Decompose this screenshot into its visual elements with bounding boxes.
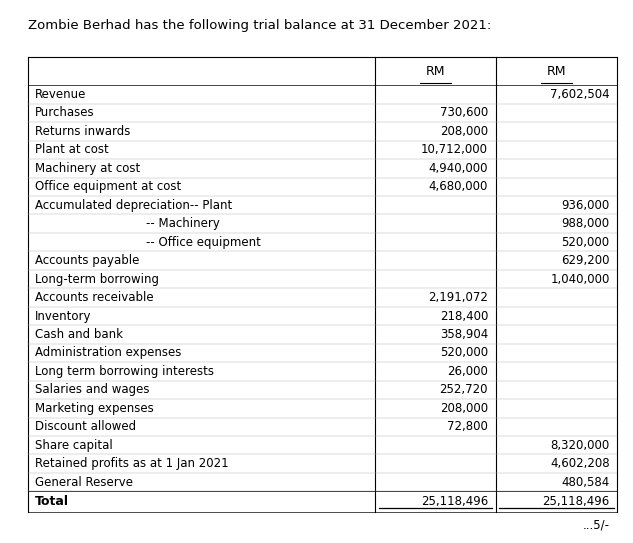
Text: 208,000: 208,000 <box>440 402 488 415</box>
Text: Accounts receivable: Accounts receivable <box>35 291 153 304</box>
Text: 730,600: 730,600 <box>440 106 488 119</box>
Text: Inventory: Inventory <box>35 310 91 323</box>
Text: Returns inwards: Returns inwards <box>35 125 130 138</box>
Text: Long-term borrowing: Long-term borrowing <box>35 273 159 286</box>
Text: 480,584: 480,584 <box>561 476 610 489</box>
Text: Plant at cost: Plant at cost <box>35 143 109 156</box>
Text: 72,800: 72,800 <box>447 420 488 433</box>
Text: 358,904: 358,904 <box>440 328 488 341</box>
Text: 25,118,496: 25,118,496 <box>421 495 488 508</box>
Text: Retained profits as at 1 Jan 2021: Retained profits as at 1 Jan 2021 <box>35 457 229 470</box>
Text: 8,320,000: 8,320,000 <box>550 439 610 452</box>
Text: 10,712,000: 10,712,000 <box>421 143 488 156</box>
Text: 629,200: 629,200 <box>561 254 610 267</box>
Text: RM: RM <box>426 65 445 78</box>
Text: Cash and bank: Cash and bank <box>35 328 123 341</box>
Text: 25,118,496: 25,118,496 <box>542 495 610 508</box>
Text: Administration expenses: Administration expenses <box>35 346 181 359</box>
Text: Salaries and wages: Salaries and wages <box>35 383 149 396</box>
Text: 1,040,000: 1,040,000 <box>550 273 610 286</box>
Text: Long term borrowing interests: Long term borrowing interests <box>35 365 214 378</box>
Text: Revenue: Revenue <box>35 88 86 101</box>
Text: 7,602,504: 7,602,504 <box>550 88 610 101</box>
Text: -- Office equipment: -- Office equipment <box>146 236 260 249</box>
Text: Discount allowed: Discount allowed <box>35 420 136 433</box>
Text: 252,720: 252,720 <box>439 383 488 396</box>
Text: 4,940,000: 4,940,000 <box>429 162 488 175</box>
Text: 936,000: 936,000 <box>561 199 610 212</box>
Text: Marketing expenses: Marketing expenses <box>35 402 154 415</box>
Text: 2,191,072: 2,191,072 <box>428 291 488 304</box>
Text: 26,000: 26,000 <box>447 365 488 378</box>
Text: Share capital: Share capital <box>35 439 113 452</box>
Text: 218,400: 218,400 <box>440 310 488 323</box>
Text: 4,680,000: 4,680,000 <box>429 180 488 193</box>
Text: 208,000: 208,000 <box>440 125 488 138</box>
Text: Purchases: Purchases <box>35 106 94 119</box>
Text: Total: Total <box>35 495 69 508</box>
Text: Zombie Berhad has the following trial balance at 31 December 2021:: Zombie Berhad has the following trial ba… <box>28 19 492 32</box>
Text: Accumulated depreciation-- Plant: Accumulated depreciation-- Plant <box>35 199 232 212</box>
Text: Accounts payable: Accounts payable <box>35 254 139 267</box>
Text: -- Machinery: -- Machinery <box>146 217 220 230</box>
Text: Machinery at cost: Machinery at cost <box>35 162 140 175</box>
Text: 520,000: 520,000 <box>440 346 488 359</box>
Text: 4,602,208: 4,602,208 <box>550 457 610 470</box>
Text: Office equipment at cost: Office equipment at cost <box>35 180 181 193</box>
Text: RM: RM <box>547 65 566 78</box>
Text: General Reserve: General Reserve <box>35 476 133 489</box>
Text: ...5/-: ...5/- <box>582 519 610 532</box>
Text: 520,000: 520,000 <box>561 236 610 249</box>
Text: 988,000: 988,000 <box>561 217 610 230</box>
